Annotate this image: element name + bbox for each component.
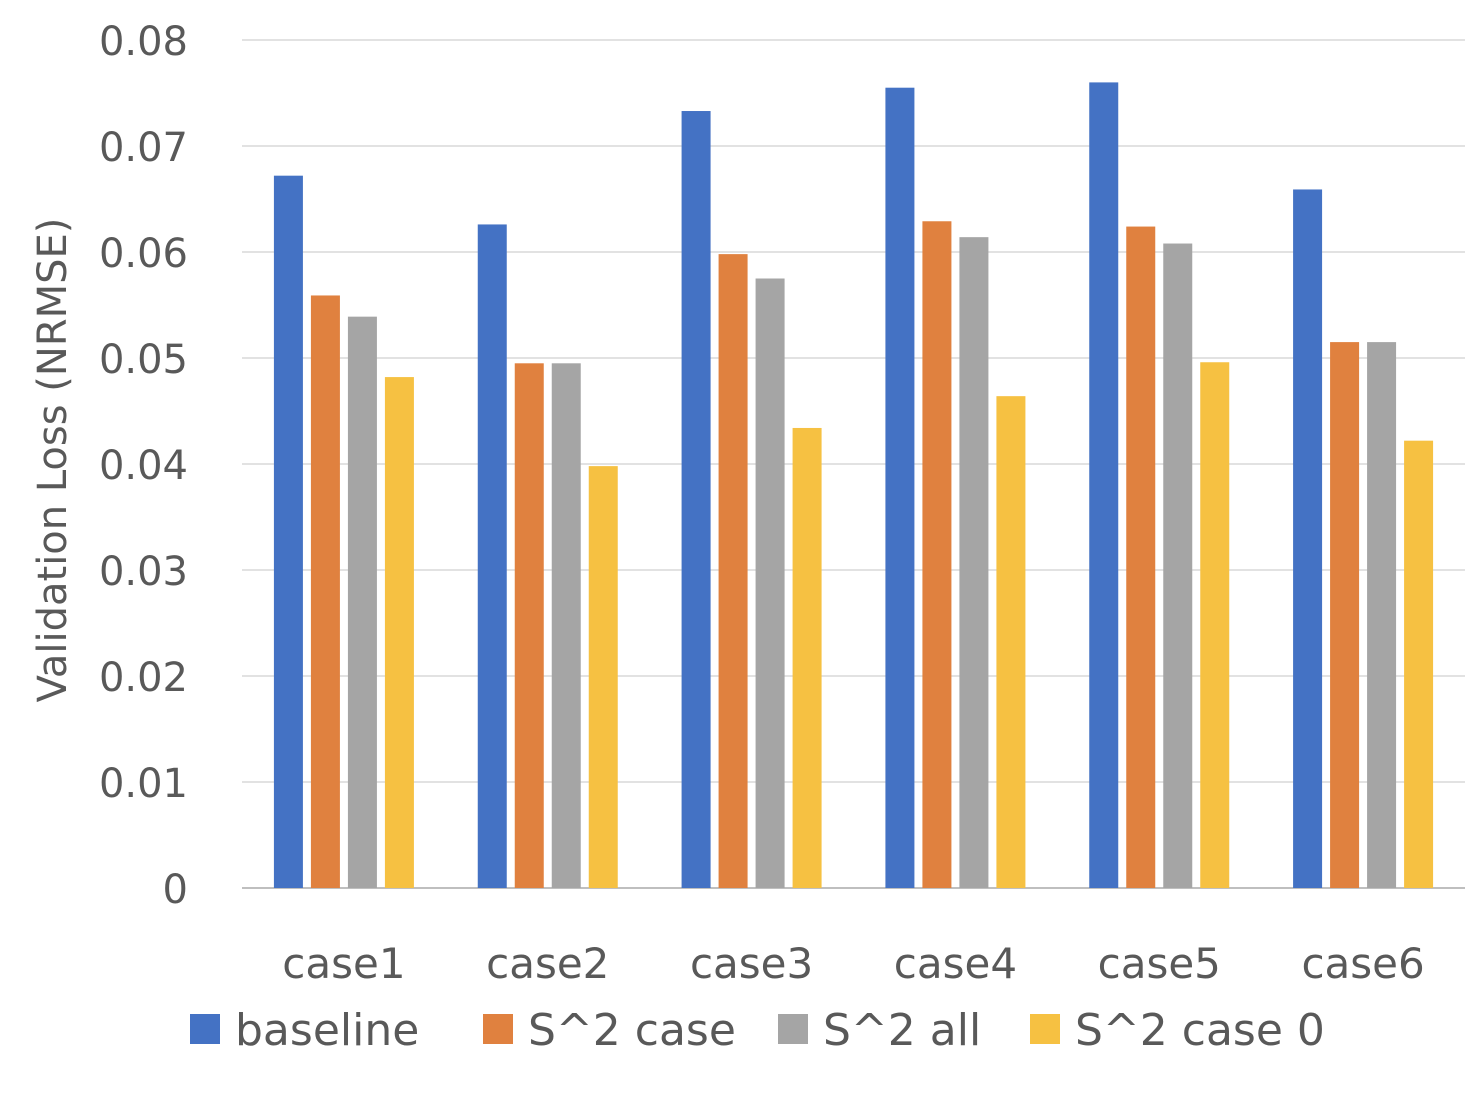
bar-s-2-case-0-case6: [1404, 440, 1434, 888]
y-tick-label: 0.03: [99, 549, 188, 595]
y-axis-label: Validation Loss (NRMSE): [30, 218, 76, 703]
legend-label: S^2 case: [528, 1005, 736, 1056]
y-tick-label: 0.02: [99, 655, 188, 701]
bar-s-2-all-case4: [959, 237, 989, 888]
x-tick-label: case6: [1301, 939, 1424, 988]
legend-swatch: [483, 1014, 513, 1044]
bar-s-2-all-case1: [347, 316, 377, 888]
bar-s-2-all-case6: [1367, 342, 1397, 889]
bar-s-2-case-case2: [514, 363, 544, 888]
bar-s-2-case-0-case1: [384, 377, 414, 888]
bar-s-2-all-case5: [1163, 243, 1193, 888]
bars: [273, 82, 1434, 889]
legend: baseline S^2 case S^2 all S^2 case 0: [190, 1005, 1325, 1056]
y-tick-label: 0.05: [99, 337, 188, 383]
x-tick-label: case4: [894, 939, 1017, 988]
x-tick-label: case1: [282, 939, 405, 988]
bar-baseline-case5: [1089, 82, 1119, 888]
legend-swatch: [190, 1014, 220, 1044]
y-tick-label: 0.01: [99, 761, 188, 807]
bar-s-2-case-0-case4: [996, 396, 1026, 888]
bar-s-2-case-0-case2: [588, 466, 618, 888]
axes: 0 0.01 0.02 0.03 0.04 0.05 0.06 0.07 0.08 case1 ca…: [99, 19, 1425, 988]
legend-label: S^2 all: [823, 1005, 981, 1056]
bar-s-2-case-0-case5: [1200, 362, 1230, 888]
bar-baseline-case1: [273, 175, 303, 888]
y-tick-label: 0.08: [99, 19, 188, 65]
bar-s-2-case-case1: [310, 295, 340, 889]
bar-baseline-case3: [681, 111, 711, 888]
legend-swatch: [778, 1014, 808, 1044]
bar-s-2-all-case2: [551, 363, 581, 888]
bar-s-2-case-case3: [718, 254, 748, 888]
legend-label: baseline: [235, 1005, 419, 1056]
bar-baseline-case2: [477, 224, 507, 888]
bar-baseline-case4: [885, 87, 915, 888]
bar-s-2-all-case3: [755, 278, 785, 888]
bar-baseline-case6: [1293, 189, 1323, 888]
bar-s-2-case-case6: [1330, 342, 1360, 889]
bar-s-2-case-case5: [1126, 226, 1156, 888]
y-tick-label: 0.07: [99, 125, 188, 171]
x-tick-label: case3: [690, 939, 813, 988]
x-tick-label: case5: [1098, 939, 1221, 988]
gridlines: [242, 39, 1465, 889]
legend-label: S^2 case 0: [1075, 1005, 1325, 1056]
y-tick-label: 0.06: [99, 231, 188, 277]
y-tick-label: 0.04: [99, 443, 188, 489]
legend-swatch: [1030, 1014, 1060, 1044]
y-tick-label: 0: [163, 867, 188, 913]
x-tick-label: case2: [486, 939, 609, 988]
bar-s-2-case-case4: [922, 221, 952, 888]
bar-s-2-case-0-case3: [792, 427, 822, 888]
